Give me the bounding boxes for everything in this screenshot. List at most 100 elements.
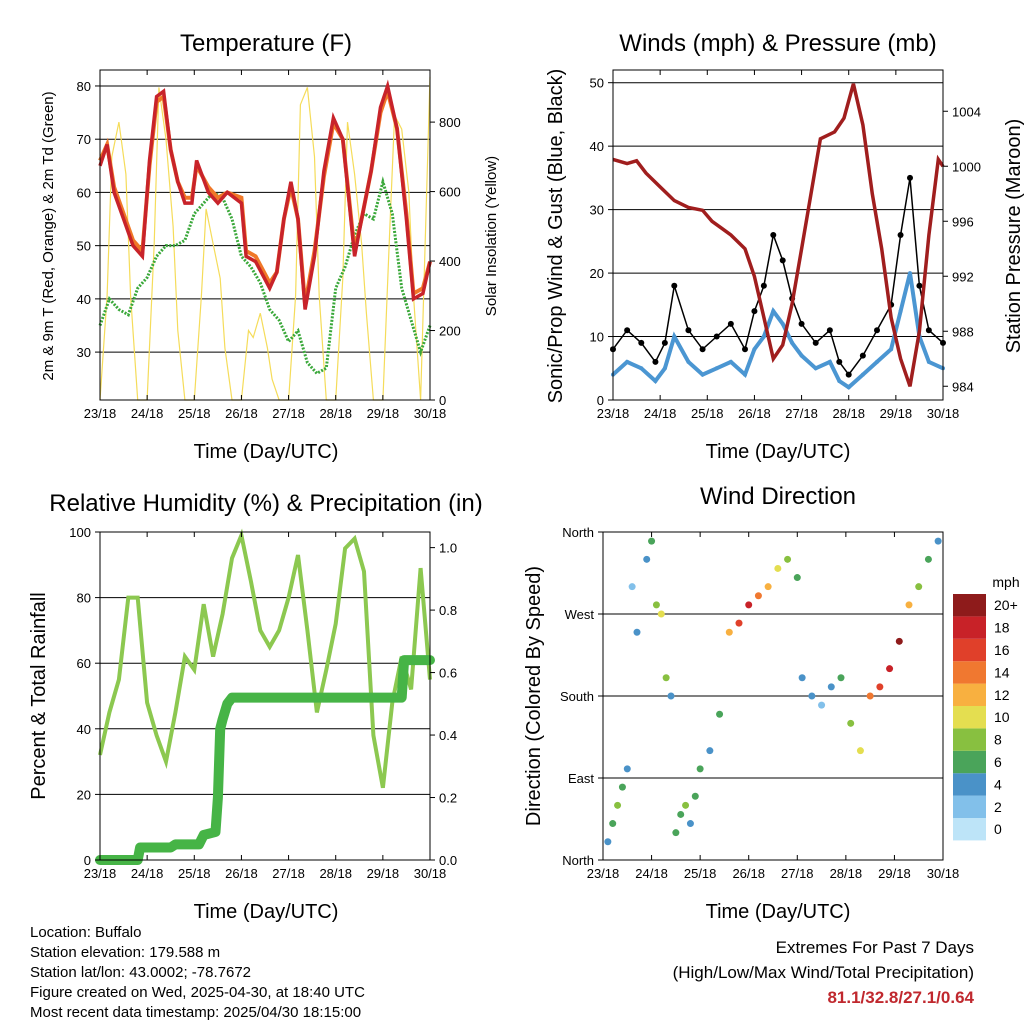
station-info: Location: Buffalo Station elevation: 179… (30, 923, 365, 1023)
direction-point (696, 765, 704, 773)
y2-tick-label: 984 (952, 379, 974, 394)
wind-point (837, 378, 842, 383)
colorbar-swatch (953, 706, 986, 729)
colorbar-label: 8 (994, 732, 1002, 748)
wind-point (827, 359, 832, 364)
direction-point (662, 674, 670, 682)
direction-point (667, 692, 675, 700)
colorbar-label: 4 (994, 776, 1002, 792)
direction-point (856, 747, 864, 755)
solar-insolation-line (99, 76, 431, 401)
x-tick-label: 28/18 (830, 866, 863, 881)
temperature-plot-frame (99, 69, 431, 401)
x-tick-label: 28/18 (832, 406, 865, 421)
wind-point (846, 385, 851, 390)
pressure-line (612, 83, 945, 387)
y2-tick-label: 0.6 (439, 666, 457, 681)
colorbar-swatch (953, 795, 986, 818)
recent-timestamp: Most recent data timestamp: 2025/04/30 1… (30, 1004, 362, 1021)
x-tick-label: 29/18 (880, 406, 913, 421)
colorbar-swatch (953, 683, 986, 706)
x-tick-label: 24/18 (131, 406, 164, 421)
y-tick-label: North (562, 525, 594, 540)
y2-tick-label: 1000 (952, 159, 981, 174)
direction-point (818, 701, 826, 709)
x-tick-label: 30/18 (927, 866, 960, 881)
wind-point (728, 359, 733, 364)
wind-point (625, 359, 630, 364)
direction-point (793, 574, 801, 582)
winds-series (610, 83, 946, 390)
colorbar-label: 18 (994, 620, 1010, 636)
direction-point (764, 583, 772, 591)
humidity-title: Relative Humidity (%) & Precipitation (i… (49, 490, 482, 517)
wind-point (639, 366, 644, 371)
extremes-subheading: (High/Low/Max Wind/Total Precipitation) (672, 963, 974, 982)
direction-point (754, 592, 762, 600)
colorbar-swatch (953, 750, 986, 774)
y2-tick-label: 996 (952, 214, 974, 229)
direction-point (725, 628, 733, 636)
x-tick-label: 25/18 (178, 866, 211, 881)
y-tick-label: 20 (77, 787, 91, 802)
speed-colorbar: 0 2 4 6 8 10 12 14 16 18 20+ (953, 594, 1018, 841)
x-tick-label: 23/18 (84, 406, 117, 421)
direction-series (604, 537, 942, 846)
direction-point (798, 674, 806, 682)
extremes-values: 81.1/32.8/27.1/0.64 (827, 988, 974, 1007)
direction-point (924, 555, 932, 563)
direction-point (686, 820, 694, 828)
direction-x-ticks: 23/18 24/18 25/18 26/18 27/18 28/18 29/18 30/18 (587, 532, 960, 881)
direction-point (905, 601, 913, 609)
direction-panel: Wind Direction North East South West North 2… (523, 483, 1020, 923)
y2-tick-label: 600 (439, 185, 461, 200)
colorbar-swatch (953, 818, 986, 841)
wind-point (752, 347, 757, 352)
x-tick-label: 30/18 (414, 406, 447, 421)
x-tick-label: 24/18 (131, 866, 164, 881)
direction-point (614, 801, 622, 809)
y-tick-label: North (562, 853, 594, 868)
x-tick-label: 25/18 (178, 406, 211, 421)
direction-point (716, 710, 724, 718)
temp-9m-line (98, 84, 432, 305)
x-tick-label: 24/18 (635, 866, 668, 881)
temperature-y-label: 2m & 9m T (Red, Orange) & 2m Td (Green) (40, 91, 57, 380)
direction-point (648, 537, 656, 545)
winds-y-ticks: 0 10 20 30 40 50 (590, 76, 613, 408)
direction-y-ticks: North East South West North (560, 525, 603, 868)
direction-point (886, 665, 894, 673)
direction-point (876, 683, 884, 691)
temperature-title: Temperature (F) (180, 30, 352, 57)
direction-point (609, 820, 617, 828)
colorbar-swatch (953, 728, 986, 751)
colorbar-title: mph (992, 574, 1019, 590)
precip-line (95, 655, 435, 865)
y-tick-label: 40 (590, 139, 604, 154)
wind-point (686, 359, 691, 364)
colorbar-swatch (953, 773, 986, 796)
wind-point (889, 347, 894, 352)
x-tick-label: 29/18 (367, 406, 400, 421)
direction-point (837, 674, 845, 682)
colorbar-label: 0 (994, 821, 1002, 837)
y-tick-label: 70 (77, 132, 91, 147)
colorbar-swatch (953, 594, 986, 617)
rh-line (98, 528, 432, 789)
winds-y2-ticks: 984 988 992 996 1000 1004 (943, 104, 981, 394)
humidity-y-ticks: 0 20 40 60 80 100 (69, 525, 100, 868)
x-tick-label: 23/18 (84, 866, 117, 881)
y-tick-label: 20 (590, 266, 604, 281)
wind-point (860, 372, 865, 377)
colorbar-label: 6 (994, 754, 1002, 770)
wind-point (898, 309, 903, 314)
gust-trace (612, 177, 944, 376)
winds-gridlines (613, 82, 943, 338)
colorbar-swatch (953, 661, 986, 684)
x-tick-label: 24/18 (644, 406, 677, 421)
temperature-gridlines (100, 85, 430, 353)
y-tick-label: 10 (590, 330, 604, 345)
y-tick-label: 30 (590, 203, 604, 218)
y-tick-label: 50 (77, 239, 91, 254)
x-tick-label: 27/18 (785, 406, 818, 421)
